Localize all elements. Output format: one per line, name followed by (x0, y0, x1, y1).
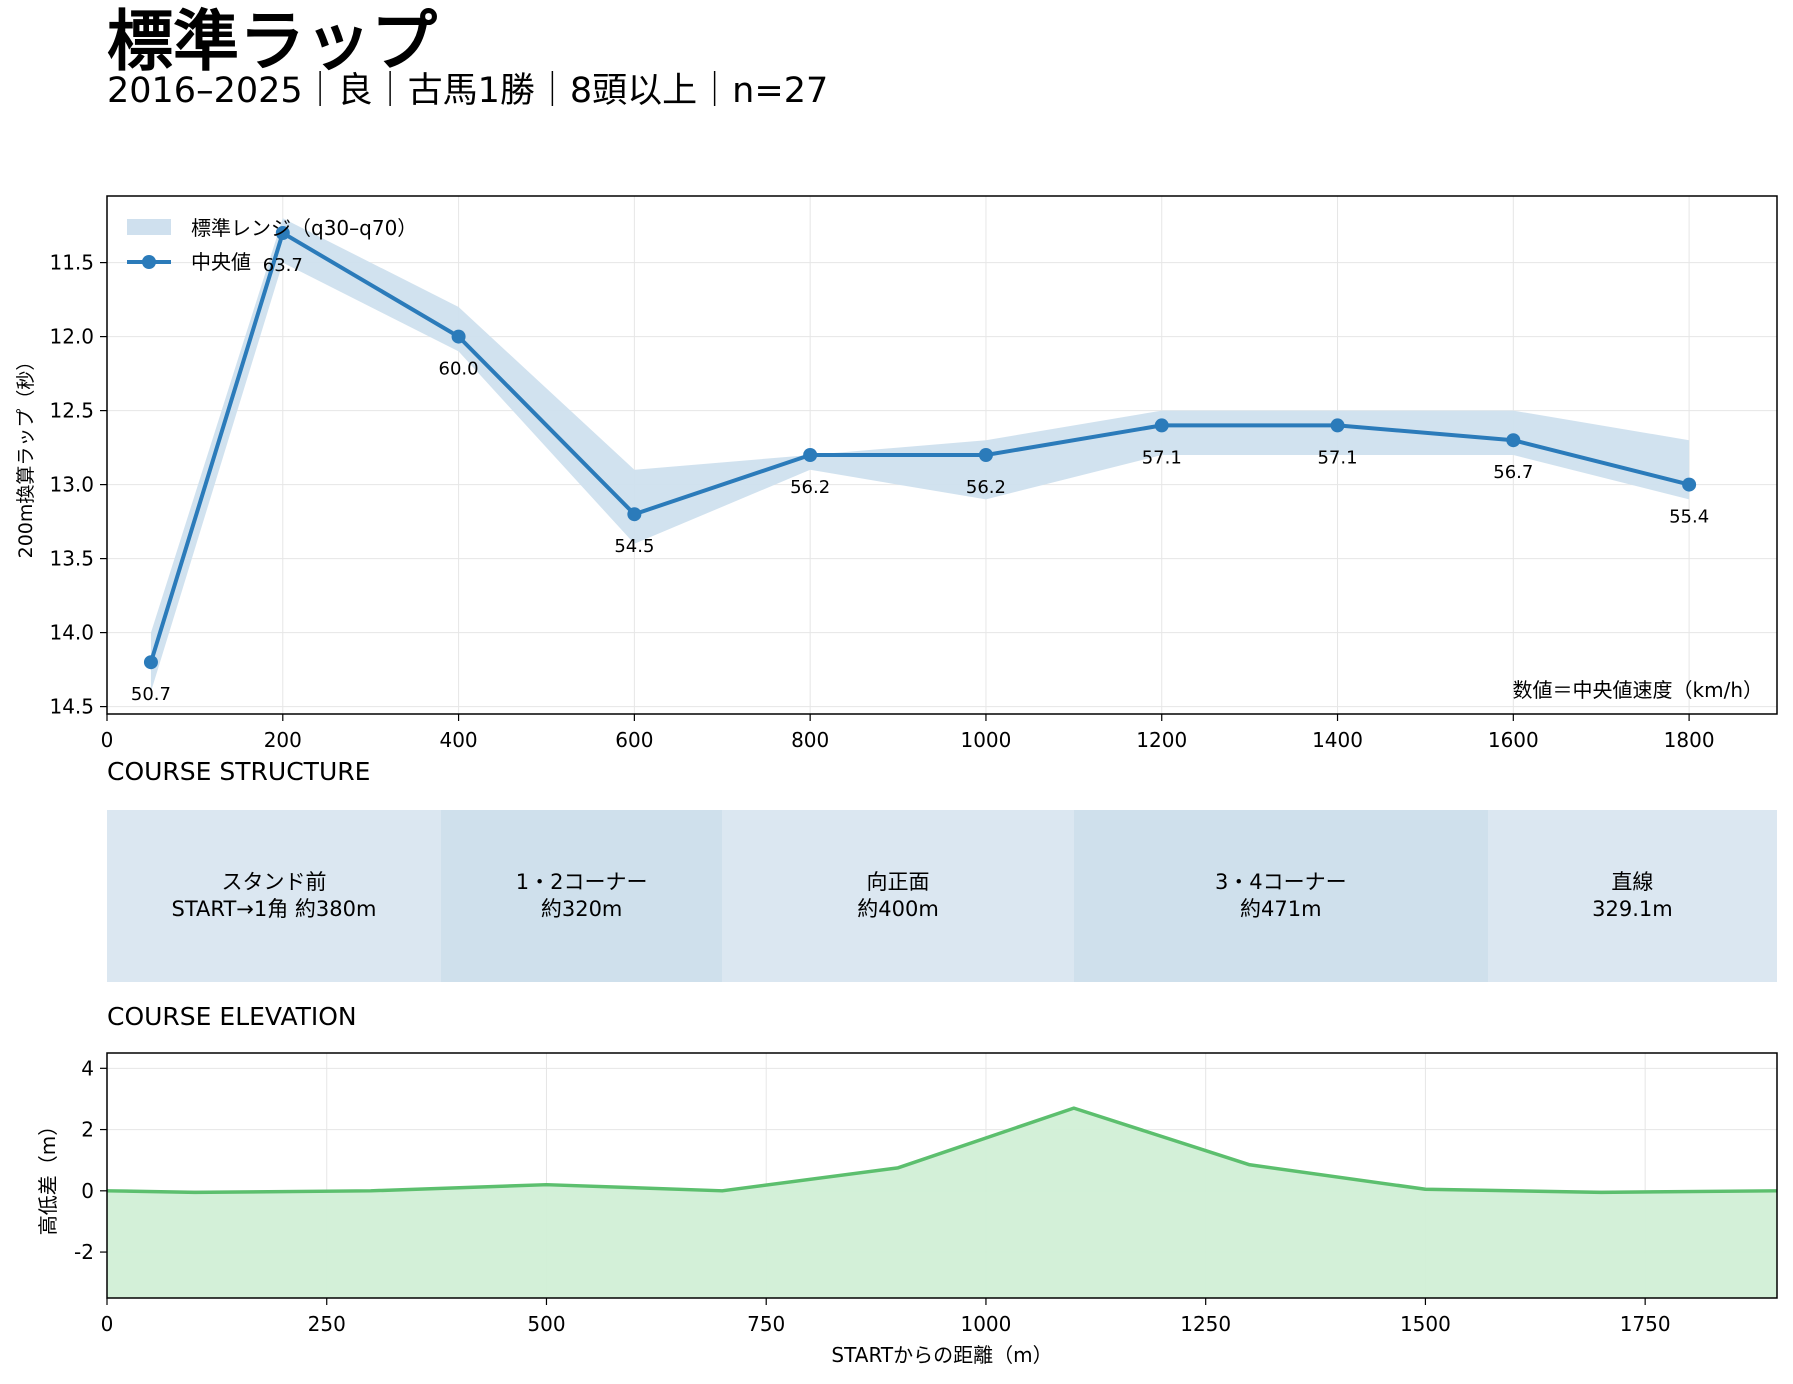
median-point (1154, 418, 1169, 433)
median-point (978, 448, 993, 462)
x-tick-label: 0 (101, 1312, 114, 1336)
course-segment: スタンド前 START→1角 約380m (107, 810, 441, 982)
x-tick-label: 0 (101, 728, 114, 750)
speed-label: 56.2 (790, 477, 830, 498)
course-elevation-heading: COURSE ELEVATION (107, 1002, 357, 1031)
y-axis-label: 200m換算ラップ（秒） (15, 352, 37, 559)
y-tick-label: 4 (81, 1056, 94, 1080)
y-tick-label: 12.5 (49, 399, 94, 423)
lap-chart: 50.7 63.7 60.0 54.5 56.2 56.2 57.1 57.1 56.7 55.4… (15, 195, 1778, 750)
elevation-line (106, 1106, 1778, 1195)
x-tick-label: 1400 (1312, 728, 1363, 750)
median-point (451, 329, 466, 344)
speed-label: 56.7 (1493, 462, 1533, 483)
legend-band-swatch (127, 219, 171, 235)
median-point (1682, 477, 1697, 492)
y-tick-label: 12.0 (49, 325, 94, 349)
course-segment: 直線 329.1m (1487, 810, 1777, 982)
page-title: 標準ラップ (107, 3, 437, 80)
course-structure-strip: スタンド前 START→1角 約380m 1・2コーナー 約320m 向正面 約40… (107, 810, 1777, 982)
plot-frame (106, 195, 1778, 715)
y-tick-label: 13.0 (49, 473, 94, 497)
x-tick-label: 1000 (960, 728, 1011, 750)
chart-annotation: 数値＝中央値速度（km/h） (1513, 678, 1763, 702)
x-tick-label: 1800 (1664, 728, 1715, 750)
x-tick-label: 1600 (1488, 728, 1539, 750)
median-point (143, 655, 158, 670)
y-tick-label: 14.5 (49, 695, 94, 719)
speed-label: 56.2 (966, 477, 1006, 498)
y-tick-label: 0 (81, 1179, 94, 1203)
x-tick-label: 750 (747, 1312, 785, 1336)
x-axis-label: STARTからの距離（m） (831, 1343, 1052, 1367)
y-tick-label: 2 (81, 1118, 94, 1142)
elevation-area (107, 1108, 1777, 1298)
speed-label: 60.0 (439, 359, 479, 380)
course-structure-heading: COURSE STRUCTURE (107, 757, 371, 786)
speed-label: 50.7 (131, 684, 171, 705)
speed-label: 54.5 (614, 536, 654, 557)
median-line (149, 231, 1690, 663)
course-segment: 向正面 約400m (722, 810, 1074, 982)
speed-label: 55.4 (1669, 507, 1709, 528)
elevation-chart: 0 250 500 750 1000 1250 1500 1750 4 2 0 -2 STARTからの距… (36, 1052, 1778, 1367)
course-segment: 1・2コーナー 約320m (441, 810, 723, 982)
legend-median-label: 中央値 (191, 250, 251, 274)
x-tick-label: 600 (615, 728, 653, 750)
y-axis-label: 高低差（m） (36, 1116, 60, 1235)
course-segment: 3・4コーナー 約471m (1073, 810, 1488, 982)
x-tick-label: 1750 (1620, 1312, 1671, 1336)
y-tick-label: -2 (74, 1240, 94, 1264)
x-tick-label: 500 (527, 1312, 565, 1336)
y-tick-label: 13.5 (49, 547, 94, 571)
x-tick-label: 1200 (1136, 728, 1187, 750)
x-tick-label: 1500 (1400, 1312, 1451, 1336)
legend-median-marker (142, 255, 156, 269)
median-point (803, 448, 818, 462)
x-tick-label: 800 (791, 728, 829, 750)
speed-label: 57.1 (1142, 447, 1182, 468)
median-point (1506, 433, 1521, 448)
y-tick-label: 11.5 (49, 251, 94, 275)
x-tick-label: 1250 (1180, 1312, 1231, 1336)
speed-label: 57.1 (1317, 447, 1357, 468)
page-subtitle: 2016–2025｜良｜古馬1勝｜8頭以上｜n=27 (107, 71, 829, 111)
y-tick-label: 14.0 (49, 621, 94, 645)
x-tick-label: 250 (308, 1312, 346, 1336)
x-tick-label: 200 (264, 728, 302, 750)
x-tick-label: 400 (439, 728, 477, 750)
x-tick-label: 1000 (960, 1312, 1011, 1336)
median-point (275, 226, 290, 240)
median-point (627, 507, 642, 522)
legend-band-label: 標準レンジ（q30–q70） (191, 216, 417, 240)
median-point (1330, 418, 1345, 433)
plot-frame (106, 1052, 1778, 1299)
speed-label: 63.7 (263, 255, 303, 276)
